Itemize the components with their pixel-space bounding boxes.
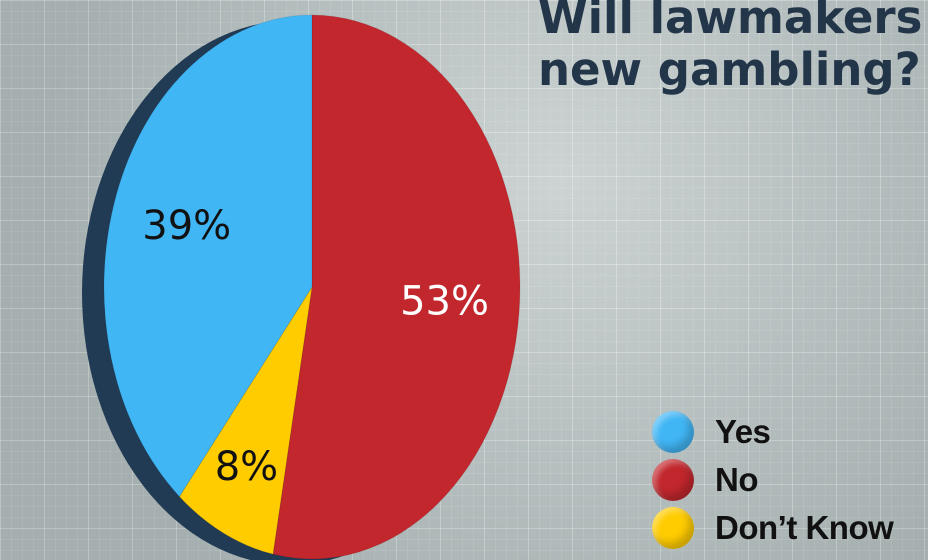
legend-label-no: No	[715, 461, 759, 498]
slice-label-yes: 39%	[142, 203, 231, 249]
chart-title: Will lawmakers a new gambling?	[538, 0, 928, 96]
legend-label-dont-know: Don’t Know	[715, 509, 894, 546]
legend-swatch-yes	[652, 411, 694, 453]
pie-slice-no	[272, 14, 521, 560]
legend-item-dont-know: Don’t Know	[652, 504, 894, 552]
slice-label-no: 53%	[400, 278, 489, 324]
pie-slice-yes	[103, 14, 313, 498]
legend-swatch-no	[652, 459, 694, 501]
slice-label-don-t-know: 8%	[215, 444, 278, 490]
chart-title-line-1: Will lawmakers a	[538, 0, 928, 44]
legend-swatch-dont-know	[652, 507, 694, 549]
chart-title-line-2: new gambling?	[538, 43, 921, 96]
pie-slice-don-t-know	[178, 286, 313, 555]
legend-label-yes: Yes	[715, 413, 771, 450]
legend-item-no: No	[652, 456, 893, 504]
legend-item-yes: Yes	[652, 408, 893, 456]
legend: Yes No Don’t Know	[652, 408, 894, 552]
